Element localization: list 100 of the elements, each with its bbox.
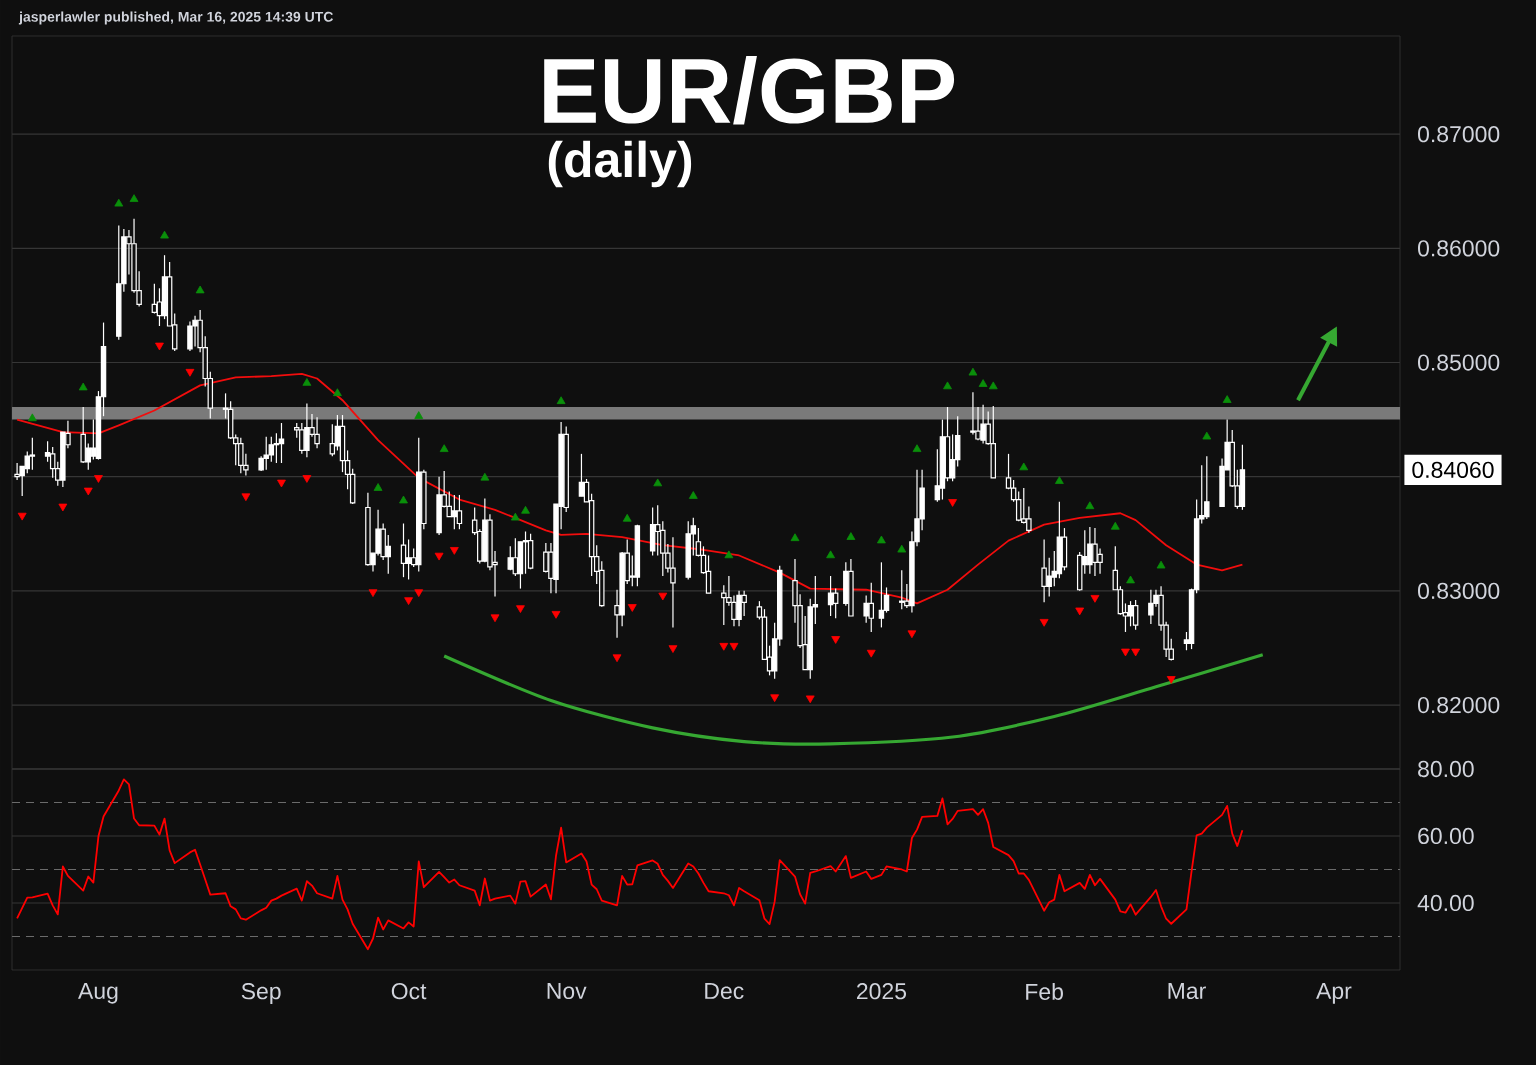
point (439, 444, 449, 452)
point (1090, 595, 1100, 603)
point (948, 499, 957, 507)
point (653, 478, 663, 487)
line-series (16, 373, 1244, 605)
point (658, 592, 668, 601)
x-tick-label: Oct (391, 983, 427, 1000)
point (790, 533, 800, 542)
point (1156, 560, 1166, 569)
point (978, 379, 988, 387)
candlestick (329, 423, 336, 457)
point (912, 444, 922, 452)
point (94, 475, 103, 483)
y-tick-label: 0.83000 (1417, 582, 1500, 600)
x-tick-label: Apr (1316, 983, 1352, 1004)
chart-title: EUR/GBP (544, 55, 955, 125)
point (114, 198, 124, 207)
point (1126, 575, 1135, 584)
point (831, 636, 841, 644)
point (160, 230, 169, 239)
y-tick-label: 0.86000 (1417, 240, 1500, 257)
point (556, 396, 566, 405)
point (83, 487, 93, 496)
text: (daily) (548, 140, 692, 188)
candlestick (1148, 589, 1154, 625)
candlestick (949, 433, 956, 482)
point (612, 654, 622, 663)
x-tick-label: Mar (1168, 983, 1206, 1000)
point (368, 589, 378, 598)
y-tick-label: 0.82000 (1417, 696, 1500, 714)
point (627, 604, 637, 612)
point (129, 194, 139, 202)
candlestick (705, 554, 712, 594)
candlestick (1015, 490, 1022, 522)
y-tick-label: 60.00 (1418, 827, 1474, 845)
point (490, 614, 500, 623)
point (404, 597, 413, 605)
point (510, 512, 520, 521)
point (277, 479, 286, 488)
point (1019, 462, 1029, 471)
point (185, 368, 195, 377)
point (729, 642, 739, 651)
point (1166, 676, 1176, 684)
x-tick-label: Dec (705, 983, 744, 1000)
candlestick (1127, 600, 1134, 627)
point (988, 381, 998, 390)
point (373, 483, 383, 491)
point (668, 645, 678, 653)
point (195, 285, 205, 294)
point (622, 513, 632, 522)
point (449, 547, 459, 555)
y-tick-label: 0.84060 (1412, 461, 1494, 478)
line-series (442, 653, 1265, 746)
candlestick (187, 320, 193, 352)
candlestick (1132, 599, 1139, 631)
candlestick (522, 530, 529, 575)
point (968, 367, 978, 376)
point (399, 495, 408, 504)
point (1075, 607, 1085, 616)
point (1202, 431, 1212, 440)
point (1121, 648, 1130, 657)
point (805, 695, 815, 704)
candlestick (49, 446, 56, 479)
x-tick-label: Aug (78, 983, 118, 1004)
x-tick-label: 2025 (857, 983, 907, 1000)
point (58, 503, 68, 512)
point (414, 589, 424, 598)
candlestick (899, 569, 905, 610)
point (521, 505, 530, 514)
point (78, 382, 88, 391)
point (516, 605, 525, 613)
point (551, 611, 561, 619)
y-tick-label: 80.00 (1418, 760, 1474, 778)
point (688, 491, 698, 499)
y-tick-label: 0.85000 (1417, 354, 1500, 371)
point (241, 493, 251, 502)
point (480, 472, 490, 481)
point (414, 411, 424, 419)
point (907, 630, 917, 639)
candlestick (878, 561, 885, 629)
point (1054, 476, 1064, 484)
point (302, 378, 312, 386)
point (17, 512, 27, 521)
point (719, 642, 729, 651)
text: jasperlawler published, Mar 16, 2025 14:39 UTC (18, 11, 334, 25)
point (1222, 395, 1232, 403)
point (302, 475, 312, 483)
point (1131, 648, 1141, 657)
point (27, 413, 37, 422)
point (846, 532, 856, 540)
y-tick-label: 0.87000 (1417, 126, 1500, 143)
candlestick (405, 538, 412, 581)
point (1039, 619, 1049, 627)
candlestick (970, 391, 976, 436)
x-tick-label: Nov (547, 983, 587, 1000)
x-tick-label: Sep (241, 983, 281, 1004)
point (826, 550, 835, 559)
point (897, 544, 907, 553)
y-tick-label: 40.00 (1417, 894, 1474, 912)
point (943, 381, 952, 390)
